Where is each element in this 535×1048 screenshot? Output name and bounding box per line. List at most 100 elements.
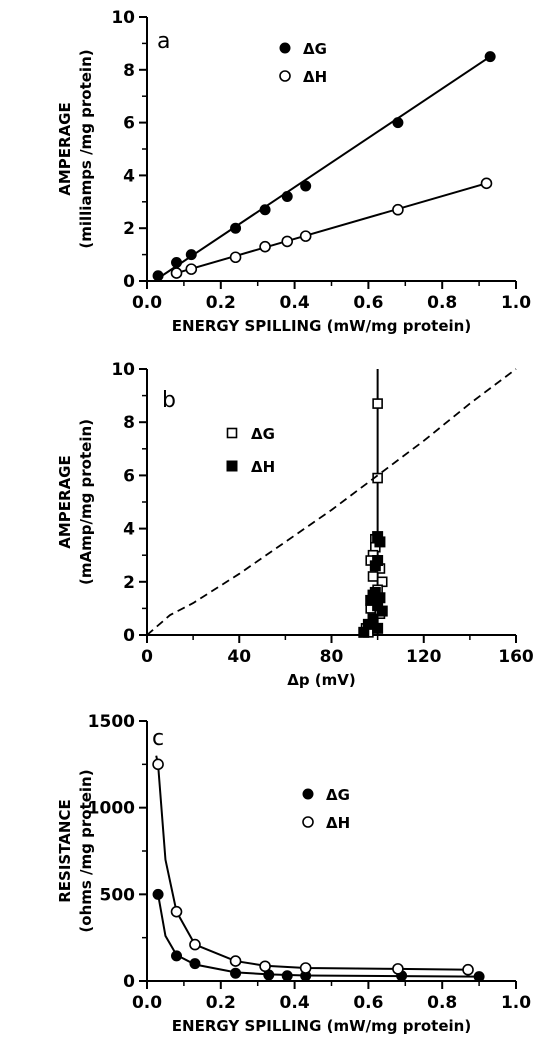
x-tick-label: 80 [320,647,344,667]
fit-line [155,890,480,978]
x-tick-label: 1.0 [501,293,531,313]
data-point [369,560,381,572]
legend-marker [226,427,238,439]
y-axis-sublabel: (milliamps /mg protein) [77,49,95,248]
data-point [281,970,293,982]
data-point [152,758,164,771]
data-point [189,938,201,951]
x-tick-label: 40 [227,647,251,667]
chart-panel-b: 0 2 4 6 8 10 0 40 80 120 160 Δp (mV) AMPERAGE (mAmp/m… [56,360,534,689]
legend-marker [279,42,291,54]
data-point [189,958,201,970]
x-tick-label: 0.0 [132,293,162,313]
y-tick-label: 10 [111,8,135,28]
chart-panel-c: 0 500 1000 1500 0.0 0.2 0.4 0.6 0.8 1.0 ENERGY SPI… [56,712,531,1035]
x-axis-label: Δp (mV) [287,671,356,689]
data-point [480,177,493,190]
y-tick-label: 4 [123,166,135,186]
y-tick-label: 4 [123,520,135,540]
data-point [230,967,242,979]
x-tick-label: 1.0 [501,993,531,1013]
x-tick-label: 0.6 [353,293,383,313]
data-point [185,249,197,261]
data-point [392,203,404,216]
panel-letter: c [152,726,164,751]
data-point [392,963,404,975]
data-point [171,950,183,962]
panel-letter: b [162,388,176,413]
fit-line [155,755,472,971]
y-axis-sublabel: (mAmp/mg protein) [77,419,95,585]
legend-marker [279,70,291,82]
y-tick-label: 2 [123,219,135,239]
legend-marker [226,460,238,472]
data-point [299,962,312,974]
y-tick-label: 8 [123,413,135,433]
x-tick-label: 0.2 [206,293,236,313]
legend-marker [302,788,314,800]
legend-label: ΔH [251,458,275,476]
y-tick-label: 8 [123,61,135,81]
x-tick-label: 120 [406,647,442,667]
x-tick-label: 0.8 [427,993,457,1013]
data-point [170,267,183,279]
x-tick-label: 0.6 [353,993,383,1013]
fit-line [176,182,487,275]
data-point [462,963,474,976]
y-tick-label: 1500 [88,712,135,732]
y-tick-label: 1000 [88,799,135,819]
x-axis-label: ENERGY SPILLING (mW/mg protein) [172,1017,471,1035]
y-tick-label: 10 [111,360,135,380]
x-tick-label: 0 [141,647,153,667]
x-axis-label: ENERGY SPILLING (mW/mg protein) [172,317,471,335]
data-point [484,51,496,63]
fit-line [157,55,491,280]
panel-letter: a [157,29,170,54]
data-point [369,586,381,598]
data-point [229,251,242,264]
y-tick-label: 6 [123,114,135,134]
data-point [281,235,294,248]
legend-label: ΔG [251,425,275,443]
data-point [374,536,386,548]
data-point [300,180,312,192]
legend-label: ΔH [326,814,350,832]
data-point [392,117,404,129]
data-point [152,888,164,900]
data-point [171,257,183,269]
y-tick-label: 0 [123,626,135,646]
y-tick-label: 500 [100,885,136,905]
data-point [358,626,370,638]
data-point [372,398,383,409]
y-axis-sublabel: (ohms /mg protein) [77,769,95,932]
y-axis-label: RESISTANCE [56,799,74,902]
legend-label: ΔG [326,786,350,804]
x-tick-label: 0.4 [280,293,310,313]
data-point [299,230,312,242]
chart-panel-a: 0 2 4 6 8 10 0.0 0.2 0.4 0.6 0.8 1.0 ENERGY SPILLING… [56,8,531,335]
x-tick-label: 0.0 [132,993,162,1013]
data-point [185,263,198,275]
x-tick-label: 0.4 [280,993,310,1013]
legend-label: ΔH [303,68,327,86]
y-tick-label: 6 [123,466,135,486]
y-axis-label: AMPERAGE [56,455,74,549]
data-point [259,240,271,253]
data-point [473,971,485,983]
data-point [170,905,183,918]
legend-marker [302,816,314,828]
legend-label: ΔG [303,40,327,58]
data-point [376,605,388,617]
data-point [230,222,242,234]
y-axis-label: AMPERAGE [56,102,74,196]
y-tick-label: 0 [123,272,135,292]
y-tick-label: 0 [123,972,135,992]
data-point [229,955,242,967]
x-tick-label: 160 [498,647,534,667]
dashed-reference-line [146,368,517,636]
data-point [367,571,379,582]
data-point [259,204,271,216]
x-tick-label: 0.2 [206,993,236,1013]
data-point [152,270,164,282]
